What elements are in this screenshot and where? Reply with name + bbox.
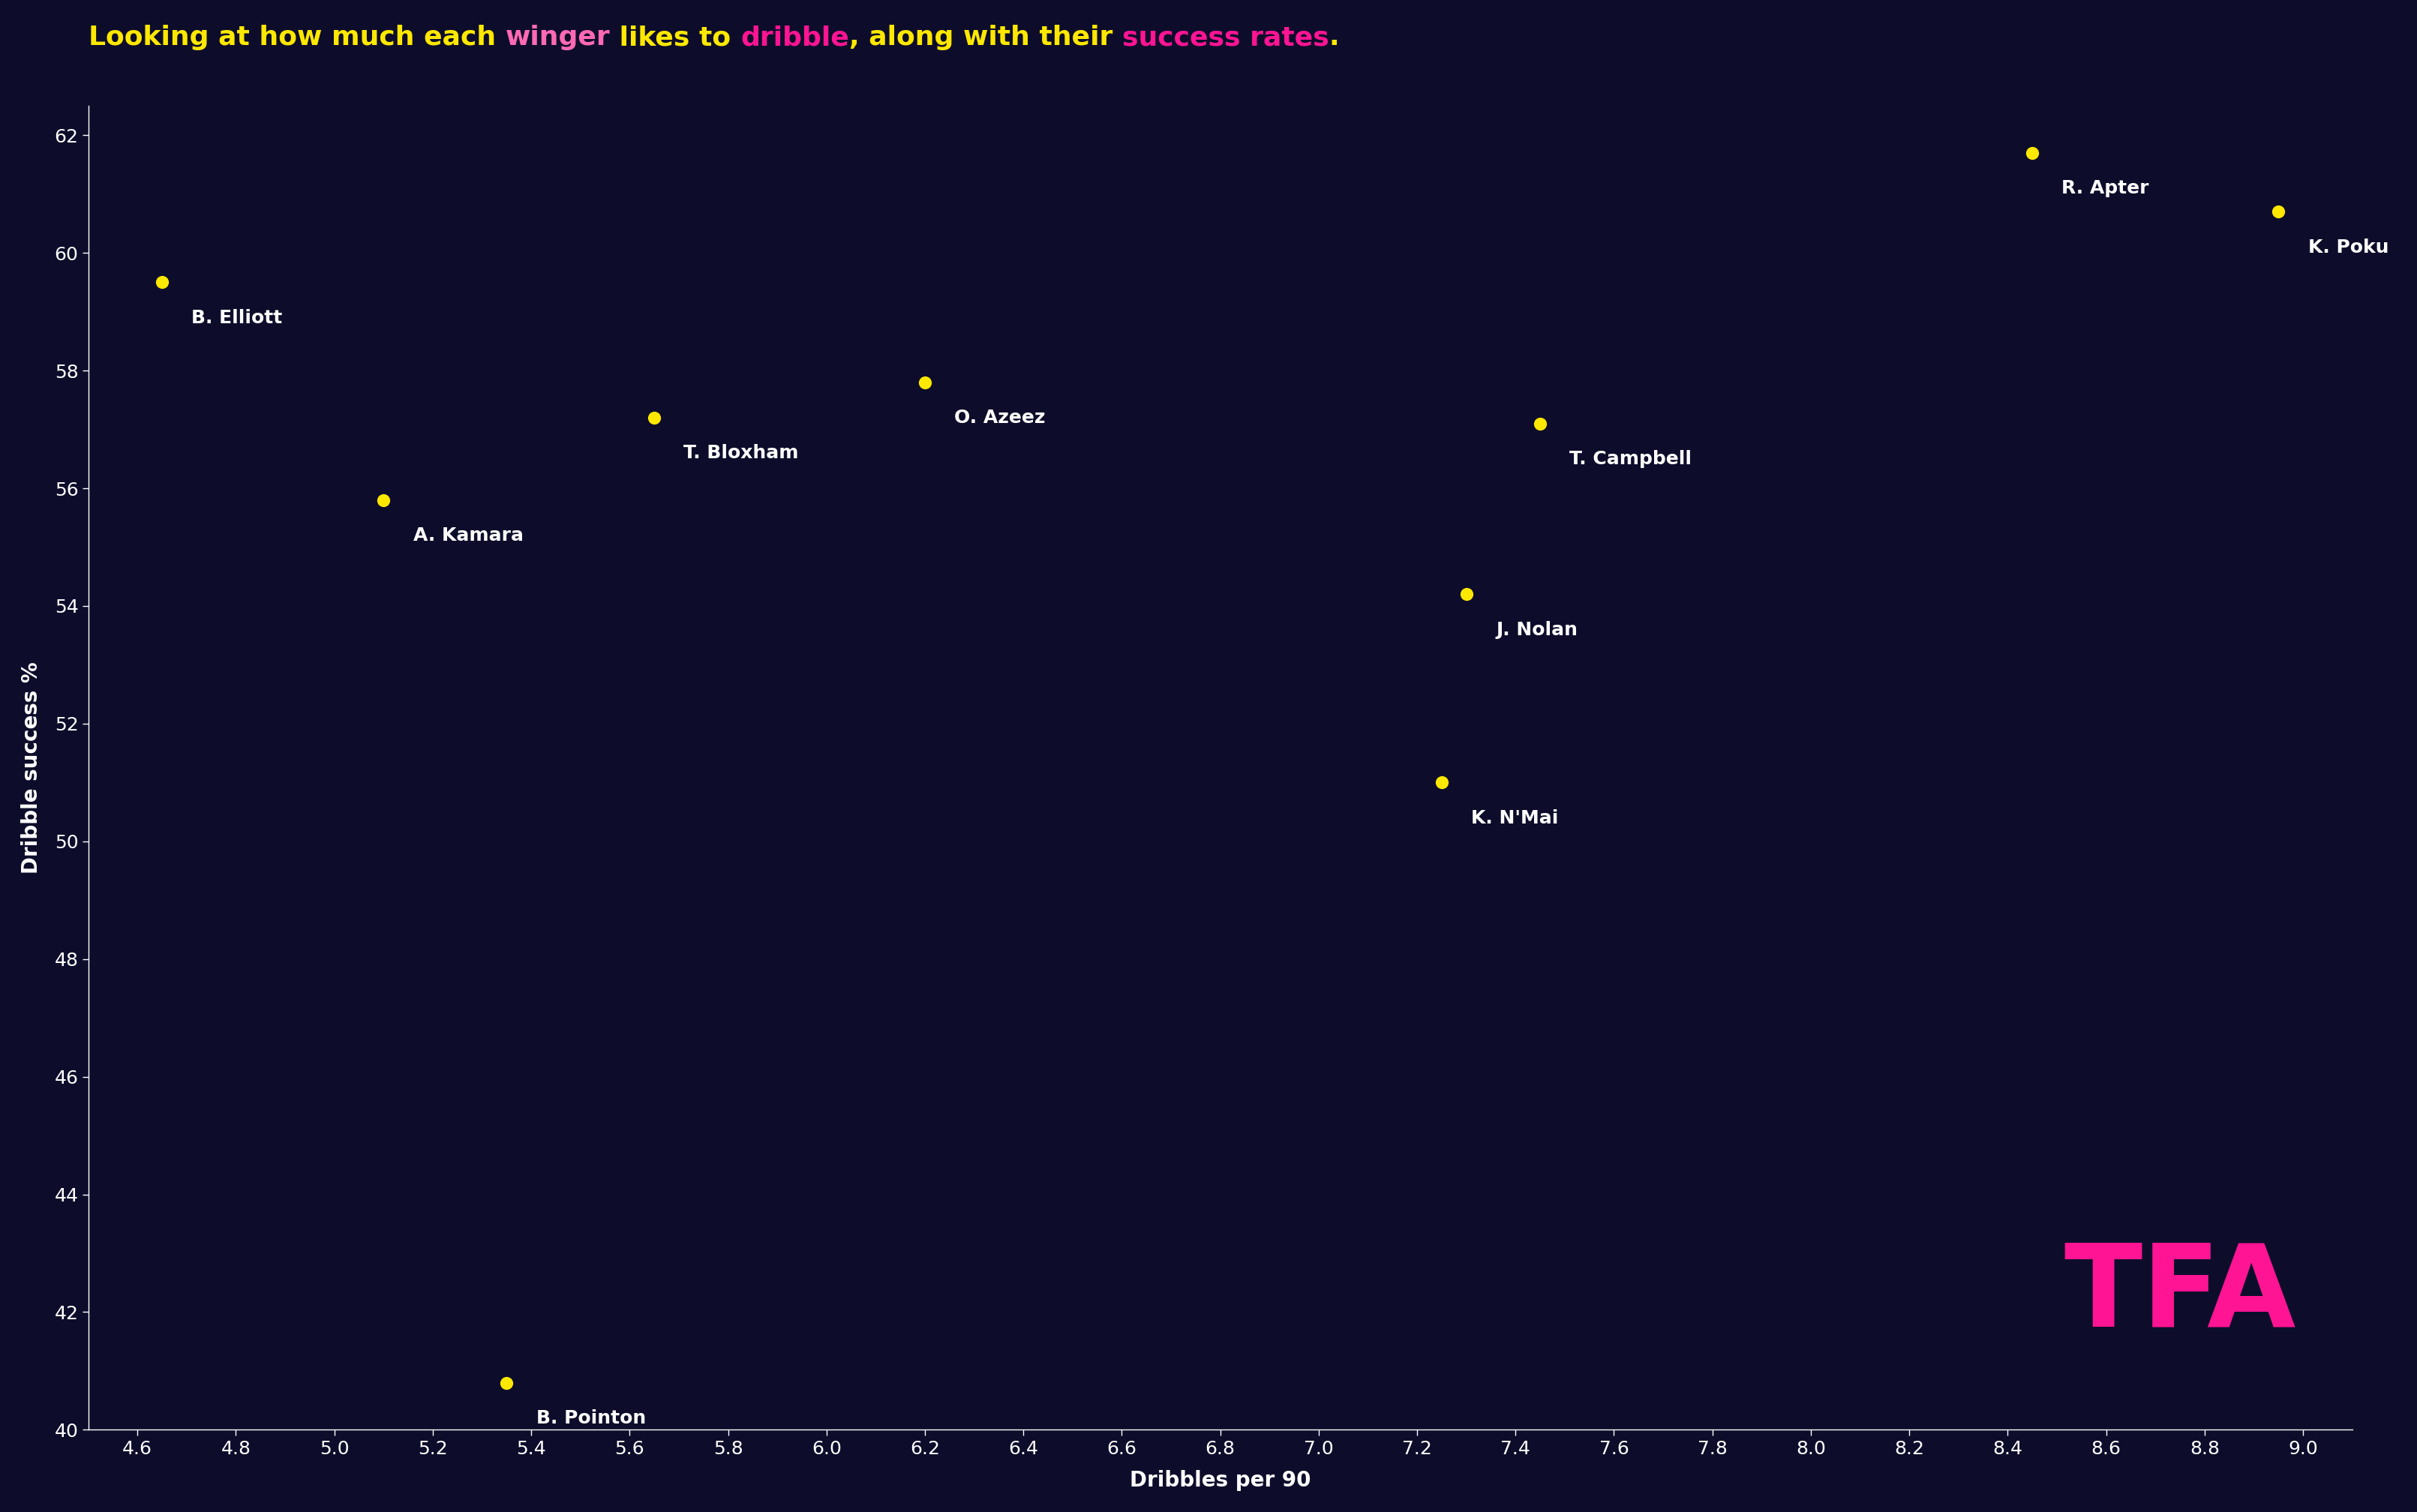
Point — [1421, 771, 1460, 795]
Text: K. Poku: K. Poku — [2308, 239, 2388, 256]
Text: K. N'Mai: K. N'Mai — [1472, 809, 1559, 827]
Point — [143, 271, 181, 295]
Point — [636, 405, 674, 429]
Text: , along with their: , along with their — [848, 26, 1121, 50]
Text: T. Bloxham: T. Bloxham — [684, 445, 800, 463]
Text: TFA: TFA — [2064, 1238, 2296, 1350]
Point — [1448, 582, 1486, 606]
Text: B. Pointon: B. Pointon — [537, 1409, 645, 1427]
Text: .: . — [1329, 26, 1339, 50]
Text: success rates: success rates — [1121, 26, 1329, 50]
Y-axis label: Dribble success %: Dribble success % — [22, 662, 41, 874]
Text: likes to: likes to — [609, 26, 740, 50]
X-axis label: Dribbles per 90: Dribbles per 90 — [1129, 1470, 1310, 1491]
Point — [1520, 411, 1559, 435]
Text: Looking at how much each: Looking at how much each — [89, 26, 505, 50]
Text: winger: winger — [505, 26, 609, 50]
Text: A. Kamara: A. Kamara — [413, 526, 524, 544]
Point — [365, 488, 404, 513]
Text: O. Azeez: O. Azeez — [955, 408, 1047, 426]
Point — [2260, 200, 2299, 224]
Text: B. Elliott: B. Elliott — [191, 308, 283, 327]
Text: R. Apter: R. Apter — [2062, 180, 2149, 198]
Text: J. Nolan: J. Nolan — [1496, 621, 1578, 638]
Point — [488, 1370, 527, 1394]
Text: T. Campbell: T. Campbell — [1569, 451, 1692, 469]
Point — [906, 370, 945, 395]
Text: dribble: dribble — [740, 26, 848, 50]
Point — [2013, 141, 2052, 165]
